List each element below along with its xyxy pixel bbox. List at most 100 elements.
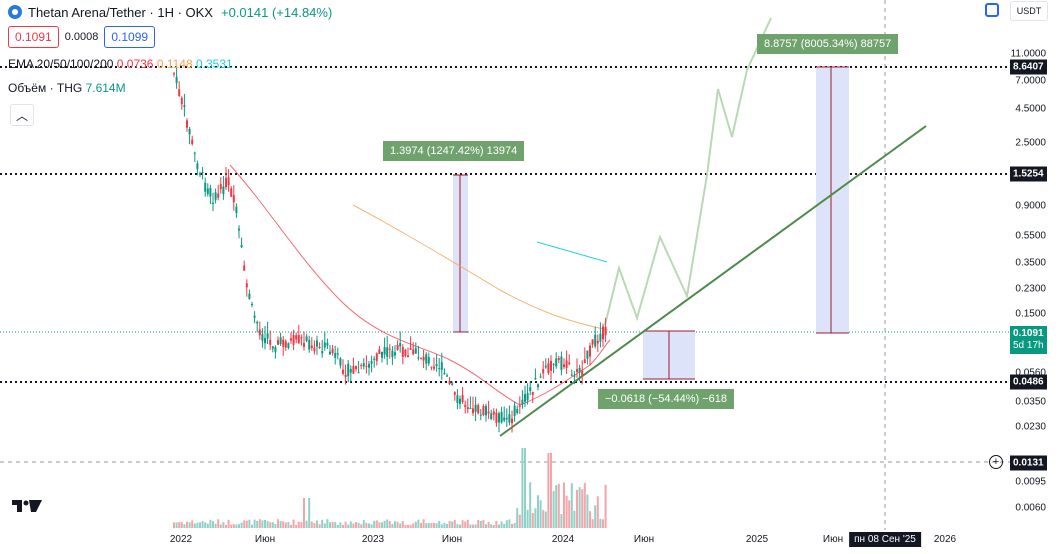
candle-body bbox=[443, 372, 446, 374]
candle-body bbox=[209, 187, 212, 197]
currency-selector[interactable]: USDT bbox=[1010, 1, 1048, 21]
candle-body bbox=[360, 365, 363, 367]
candle-body bbox=[199, 173, 201, 175]
candle-body bbox=[277, 340, 279, 345]
volume-bar bbox=[433, 522, 435, 528]
sell-price-button[interactable]: 0.1091 bbox=[8, 26, 59, 48]
ema-20-line bbox=[229, 164, 611, 406]
volume-legend[interactable]: Объём · THG 7.614M bbox=[8, 81, 126, 95]
volume-bar bbox=[503, 523, 506, 528]
volume-bar bbox=[466, 519, 469, 528]
volume-bar bbox=[518, 514, 521, 528]
time-tick: 2025 bbox=[745, 534, 769, 545]
candle-body bbox=[490, 413, 493, 419]
symbol-title[interactable]: Thetan Arena/Tether · 1H · OKX bbox=[28, 4, 213, 20]
volume-bar bbox=[430, 523, 433, 528]
candle-body bbox=[435, 364, 438, 367]
volume-bar bbox=[193, 523, 196, 528]
price-tick: 0.0060 bbox=[1015, 502, 1046, 514]
volume-bar bbox=[370, 524, 373, 528]
ema-legend[interactable]: EMA 20/50/100/200 0.0736 0.1148 0.3531 bbox=[8, 57, 233, 71]
price-tick: 0.0560 bbox=[1015, 367, 1046, 379]
candle-body bbox=[524, 394, 526, 402]
volume-bar bbox=[537, 495, 539, 528]
volume-bar bbox=[440, 524, 443, 528]
volume-bar bbox=[342, 524, 344, 528]
volume-bar bbox=[524, 448, 526, 528]
volume-bar bbox=[251, 524, 253, 528]
measure-label-3[interactable]: −0.0618 (−54.44%) −618 bbox=[598, 389, 735, 409]
measure-label-2[interactable]: 8.8757 (8005.34%) 88757 bbox=[757, 34, 899, 54]
volume-bar bbox=[295, 524, 298, 528]
time-tick: 2024 bbox=[551, 534, 575, 545]
projection-path bbox=[604, 17, 772, 326]
volume-bar bbox=[245, 520, 248, 528]
price-tick: 0.0230 bbox=[1015, 421, 1046, 433]
volume-bar bbox=[386, 519, 389, 528]
candle-body bbox=[472, 408, 474, 414]
candle-body bbox=[417, 357, 420, 359]
price-tick: 4.5000 bbox=[1015, 103, 1046, 115]
volume-bar bbox=[349, 521, 352, 528]
volume-bar bbox=[191, 520, 194, 528]
volume-bar bbox=[347, 524, 350, 528]
candle-body bbox=[547, 363, 550, 374]
volume-bar bbox=[602, 519, 604, 528]
volume-bar bbox=[453, 519, 456, 528]
volume-bar bbox=[604, 484, 607, 528]
snapshot-button[interactable] bbox=[981, 0, 1003, 20]
symbol-header: Thetan Arena/Tether · 1H · OKX +0.0141 (… bbox=[8, 2, 332, 22]
volume-bar bbox=[521, 448, 524, 528]
volume-bar bbox=[271, 522, 274, 528]
volume-bar bbox=[461, 520, 464, 528]
volume-bar bbox=[178, 522, 181, 528]
candle-body bbox=[368, 363, 370, 368]
candle-body bbox=[240, 245, 243, 248]
candle-body bbox=[269, 339, 272, 345]
volume-bar bbox=[225, 524, 227, 528]
volume-bar bbox=[362, 520, 365, 528]
time-tick: 2026 bbox=[933, 534, 957, 545]
volume-bar bbox=[407, 524, 409, 528]
volume-bar bbox=[261, 520, 264, 528]
volume-bar bbox=[173, 522, 175, 528]
volume-bar bbox=[290, 524, 292, 528]
candle-body bbox=[313, 347, 316, 352]
candle-body bbox=[232, 195, 235, 203]
candle-body bbox=[279, 337, 282, 345]
volume-bar bbox=[336, 524, 339, 528]
add-alert-icon[interactable]: + bbox=[989, 455, 1003, 469]
price-tick: 0.5500 bbox=[1015, 230, 1046, 242]
volume-bar bbox=[313, 522, 316, 528]
price-tag: 8.6407 bbox=[1010, 59, 1047, 75]
volume-bar bbox=[300, 522, 303, 528]
volume-bar bbox=[360, 524, 363, 528]
price-tick: 0.9000 bbox=[1015, 200, 1046, 212]
candle-body bbox=[214, 192, 217, 200]
candle-body bbox=[305, 336, 308, 341]
volume-bar bbox=[240, 522, 243, 528]
volume-bar bbox=[373, 520, 376, 528]
collapse-legend-button[interactable]: ︿ bbox=[10, 104, 34, 126]
candle-body bbox=[383, 347, 386, 355]
price-tick: 2.5000 bbox=[1015, 137, 1046, 149]
volume-bar bbox=[498, 524, 500, 528]
volume-bar bbox=[495, 521, 498, 528]
candle-body bbox=[375, 353, 378, 361]
volume-bar bbox=[451, 521, 454, 528]
candle-body bbox=[253, 315, 256, 318]
ema-value-3: 0.3531 bbox=[195, 57, 233, 71]
candle-body bbox=[175, 76, 178, 83]
volume-bar bbox=[589, 511, 591, 528]
candle-body bbox=[529, 387, 532, 392]
buy-price-button[interactable]: 0.1099 bbox=[104, 26, 156, 48]
candle-body bbox=[386, 347, 389, 357]
candle-body bbox=[459, 398, 461, 405]
volume-bar bbox=[479, 520, 482, 528]
volume-bar bbox=[417, 519, 420, 528]
trade-prices: 0.1091 0.0008 0.1099 bbox=[8, 26, 156, 48]
candle-body bbox=[505, 417, 508, 420]
volume-bar bbox=[531, 512, 534, 528]
measure-label-1[interactable]: 1.3974 (1247.42%) 13974 bbox=[383, 141, 525, 161]
